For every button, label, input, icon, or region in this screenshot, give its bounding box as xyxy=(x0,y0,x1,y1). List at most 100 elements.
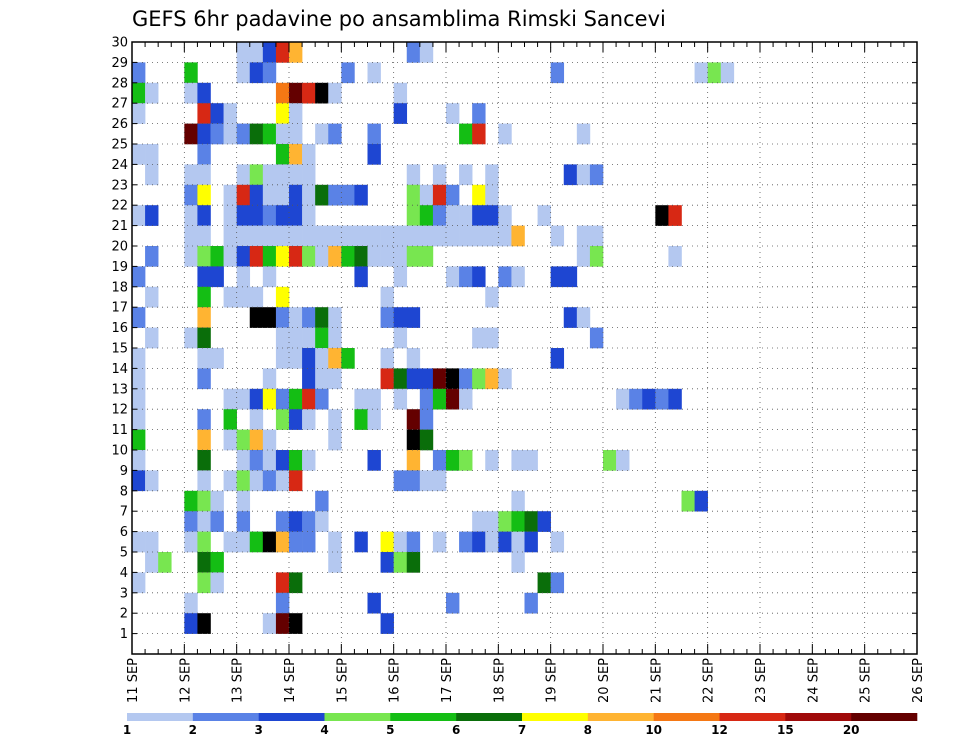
heatmap-cell xyxy=(184,205,198,226)
heatmap-cell xyxy=(249,62,264,84)
heatmap-cell xyxy=(132,531,146,553)
heatmap-cell xyxy=(485,511,499,532)
heatmap-cell xyxy=(406,429,421,451)
heatmap-cell xyxy=(498,266,512,288)
heatmap-cell xyxy=(328,348,342,369)
heatmap-cell xyxy=(197,348,211,369)
heatmap-cell xyxy=(563,164,578,186)
heatmap-cell xyxy=(236,184,251,206)
heatmap-cell xyxy=(223,103,237,124)
y-tick-label: 29 xyxy=(111,56,128,71)
heatmap-cell xyxy=(472,184,486,206)
heatmap-cell xyxy=(432,164,447,186)
y-tick-label: 3 xyxy=(120,586,128,601)
heatmap-cell xyxy=(498,511,512,532)
heatmap-cell xyxy=(550,266,565,288)
heatmap-cell xyxy=(289,123,303,145)
heatmap-cell xyxy=(262,307,277,328)
heatmap-cell xyxy=(432,205,447,226)
heatmap-cell xyxy=(367,409,381,430)
heatmap-cell xyxy=(459,450,473,471)
heatmap-cell xyxy=(589,164,604,186)
heatmap-cell xyxy=(694,62,708,84)
y-tick-label: 27 xyxy=(111,97,128,112)
heatmap-cell xyxy=(210,490,224,512)
heatmap-cell xyxy=(328,82,342,104)
heatmap-cell xyxy=(236,450,251,471)
heatmap-cell xyxy=(262,246,277,267)
heatmap-cell xyxy=(236,246,251,267)
heatmap-cell xyxy=(197,286,211,308)
heatmap-cell xyxy=(197,205,211,226)
heatmap-cell xyxy=(354,246,368,267)
y-tick-label: 25 xyxy=(111,138,128,153)
heatmap-cell xyxy=(289,82,303,104)
heatmap-cell xyxy=(459,388,473,410)
heatmap-cell xyxy=(184,123,198,145)
heatmap-cell xyxy=(249,429,264,451)
heatmap-cell xyxy=(328,531,342,553)
heatmap-cell xyxy=(197,450,211,471)
heatmap-cell xyxy=(485,368,499,390)
heatmap-cell xyxy=(236,205,251,226)
heatmap-cell xyxy=(302,164,316,186)
y-tick-label: 13 xyxy=(111,382,128,397)
heatmap-cell xyxy=(707,62,722,84)
y-tick-label: 7 xyxy=(120,505,128,520)
heatmap-cell xyxy=(223,205,237,226)
heatmap-cell xyxy=(249,409,264,430)
heatmap-cell xyxy=(524,592,538,614)
heatmap-cell xyxy=(393,470,408,492)
heatmap-cell xyxy=(485,531,499,553)
heatmap-cell xyxy=(223,429,237,451)
legend-swatch xyxy=(390,713,457,721)
heatmap-cell xyxy=(498,531,512,553)
heatmap-cell xyxy=(249,164,264,186)
heatmap-cell xyxy=(302,327,316,349)
heatmap-cell xyxy=(302,144,316,165)
heatmap-cell xyxy=(236,164,251,186)
heatmap-cell xyxy=(132,572,146,594)
heatmap-cell xyxy=(184,184,198,206)
heatmap-cell xyxy=(616,450,630,471)
heatmap-cell xyxy=(236,266,251,288)
heatmap-cell xyxy=(302,348,316,369)
heatmap-cell xyxy=(275,246,290,267)
heatmap-cell xyxy=(197,225,211,247)
heatmap-cell xyxy=(289,205,303,226)
x-tick-label: 14 SEP xyxy=(283,658,298,703)
x-tick-label: 25 SEP xyxy=(859,658,874,703)
heatmap-cell xyxy=(642,388,656,410)
heatmap-cell xyxy=(132,409,146,430)
y-tick-label: 8 xyxy=(120,484,128,499)
heatmap-cell xyxy=(262,42,277,63)
heatmap-cell xyxy=(419,225,434,247)
legend-label: 8 xyxy=(584,723,592,737)
heatmap-cell xyxy=(275,225,290,247)
heatmap-cell xyxy=(197,82,211,104)
heatmap-cell xyxy=(302,511,316,532)
legend-label: 12 xyxy=(711,723,728,737)
heatmap-cell xyxy=(720,62,735,84)
heatmap-cell xyxy=(459,266,473,288)
heatmap-cell xyxy=(341,246,355,267)
heatmap-cell xyxy=(145,470,159,492)
heatmap-cell xyxy=(380,307,394,328)
heatmap-cell xyxy=(563,266,578,288)
heatmap-cell xyxy=(236,429,251,451)
heatmap-cell xyxy=(485,205,499,226)
heatmap-cell xyxy=(419,42,434,63)
heatmap-cell xyxy=(406,552,421,573)
heatmap-cell xyxy=(472,266,486,288)
cells-layer xyxy=(132,42,735,634)
heatmap-cell xyxy=(380,286,394,308)
heatmap-cell xyxy=(289,144,303,165)
heatmap-cell xyxy=(197,144,211,165)
legend-label: 15 xyxy=(777,723,794,737)
y-tick-label: 9 xyxy=(120,464,128,479)
heatmap-cell xyxy=(419,409,434,430)
heatmap-cell xyxy=(328,368,342,390)
heatmap-cell xyxy=(236,225,251,247)
heatmap-cell xyxy=(289,246,303,267)
heatmap-cell xyxy=(210,103,224,124)
